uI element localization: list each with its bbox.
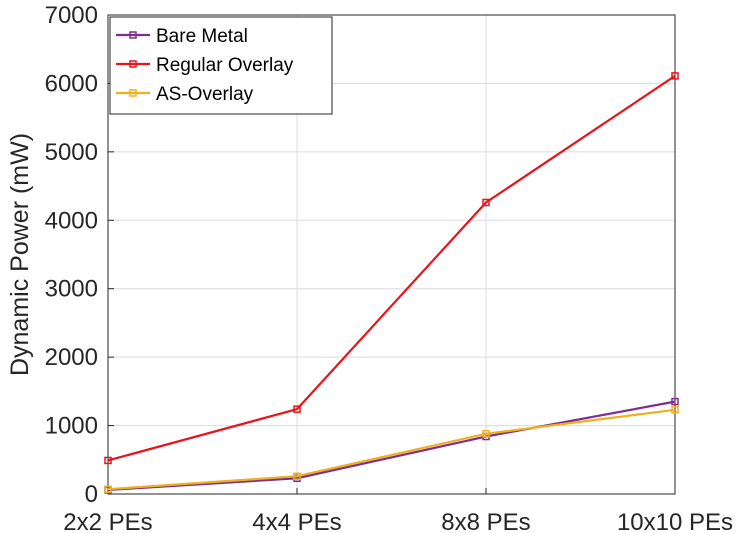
y-tick-label-2: 2000 xyxy=(45,344,98,371)
point-2-2 xyxy=(482,430,490,438)
x-axis-ticks: 2x2 PEs 4x4 PEs 8x8 PEs 10x10 PEs xyxy=(63,488,733,533)
legend-marker-2 xyxy=(129,89,137,97)
legend-marker-0 xyxy=(129,31,137,39)
legend-label-1: Regular Overlay xyxy=(156,55,294,76)
series-2 xyxy=(104,406,679,493)
legend-marker-1 xyxy=(129,60,137,68)
y-tick-label-7: 7000 xyxy=(45,2,98,29)
legend-label-2: AS-Overlay xyxy=(156,84,254,105)
x-tick-label-1: 4x4 PEs xyxy=(252,509,341,533)
point-1-1 xyxy=(293,405,301,413)
series-line-2 xyxy=(107,408,676,491)
y-tick-label-5: 5000 xyxy=(45,139,98,166)
series-1 xyxy=(104,72,679,465)
legend-box xyxy=(109,16,333,115)
point-1-2 xyxy=(482,198,490,207)
legend-label-0: Bare Metal xyxy=(156,26,248,47)
axes-box xyxy=(107,14,676,495)
x-tick-label-0: 2x2 PEs xyxy=(63,509,152,533)
point-1-0 xyxy=(104,456,112,465)
point-0-3 xyxy=(671,397,679,406)
point-2-1 xyxy=(293,472,301,480)
point-1-3 xyxy=(671,72,679,80)
point-2-3 xyxy=(671,406,679,414)
legend: Bare Metal Regular Overlay AS-Overlay xyxy=(109,16,333,115)
grid-lines xyxy=(108,15,675,494)
series-line-0 xyxy=(107,400,676,491)
data-series xyxy=(104,72,679,494)
y-tick-label-3: 3000 xyxy=(45,276,98,303)
series-line-1 xyxy=(107,74,676,462)
point-2-0 xyxy=(104,485,112,493)
y-tick-label-0: 0 xyxy=(85,481,98,508)
y-tick-label-6: 6000 xyxy=(45,70,98,97)
y-axis-ticks: 0 1000 2000 3000 4000 5000 6000 7000 xyxy=(45,2,114,508)
x-tick-label-2: 8x8 PEs xyxy=(441,509,530,533)
y-tick-label-1: 1000 xyxy=(45,413,98,440)
y-axis-label: Dynamic Power (mW) xyxy=(6,133,34,376)
x-tick-label-3: 10x10 PEs xyxy=(617,509,733,533)
y-tick-label-4: 4000 xyxy=(45,207,98,234)
